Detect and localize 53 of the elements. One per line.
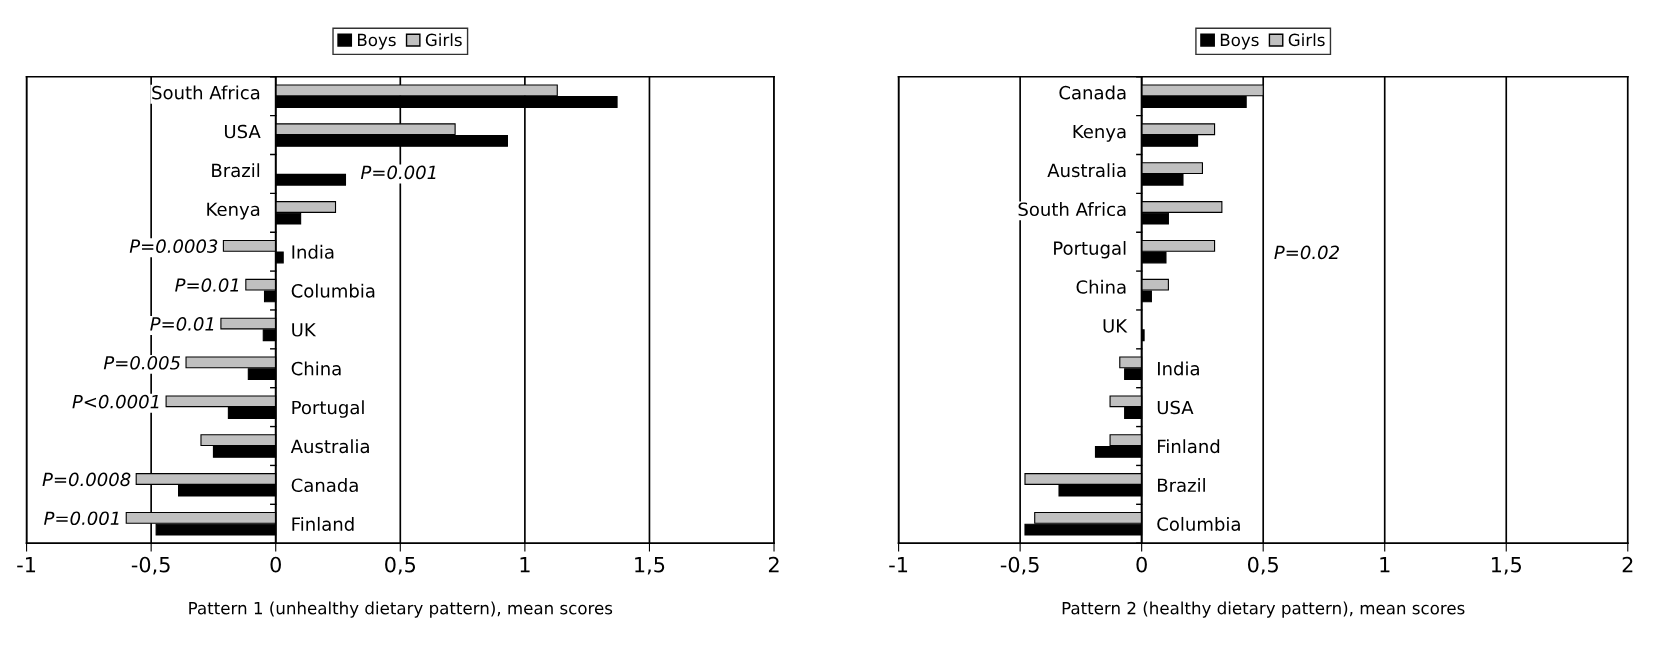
y-tick-label: South Africa xyxy=(152,85,260,100)
x-tick-label: 1 xyxy=(1380,557,1390,573)
y-tick-label: Finland xyxy=(292,516,354,531)
y-tick-label: Kenya xyxy=(207,202,260,220)
y-tick-label: South Africa xyxy=(1018,202,1126,217)
annotation: P=0.02 xyxy=(1274,245,1339,260)
y-tick-label: India xyxy=(292,244,334,259)
annotation: P=0.005 xyxy=(103,355,181,370)
x-tick-label: 0,5 xyxy=(1248,556,1278,575)
y-tick-label: USA xyxy=(224,124,261,139)
x-tick-label: -1 xyxy=(889,557,908,573)
y-tick-label: Australia xyxy=(290,439,369,454)
y-tick-label: USA xyxy=(1157,400,1194,415)
legend-label: Girls xyxy=(425,33,462,47)
y-tick-label: India xyxy=(1158,361,1199,376)
annotation: P=0.01 xyxy=(150,317,214,331)
x-axis-title: Pattern 2 (healthy dietary pattern), mean scores xyxy=(1062,601,1465,618)
x-tick-label: -0,5 xyxy=(1000,556,1039,575)
legend-label: Boys xyxy=(1220,33,1259,50)
x-tick-label: 0,5 xyxy=(385,556,416,575)
annotation: P=0.001 xyxy=(360,165,436,180)
y-tick-label: Finland xyxy=(1158,439,1220,454)
x-axis-title: Pattern 1 (unhealthy dietary pattern), mean scores xyxy=(189,601,613,618)
x-tick-label: -0,5 xyxy=(131,556,170,575)
annotation: P=0.01 xyxy=(175,278,239,292)
y-tick-label: China xyxy=(291,361,341,376)
y-tick-label: Canada xyxy=(291,478,358,493)
x-tick-label: 2 xyxy=(1622,556,1633,573)
legend-label: Boys xyxy=(357,33,396,50)
x-tick-label: -1 xyxy=(17,557,36,573)
x-tick-label: 1,5 xyxy=(1491,557,1521,575)
y-tick-label: Columbia xyxy=(291,283,375,298)
y-tick-label: China xyxy=(1076,279,1126,294)
x-tick-label: 1,5 xyxy=(635,557,665,575)
x-tick-label: 1 xyxy=(520,557,530,573)
annotation: P<0.0001 xyxy=(72,394,159,409)
y-tick-label: Canada xyxy=(1059,85,1126,100)
annotation: P=0.001 xyxy=(44,511,119,526)
x-tick-label: 0 xyxy=(1136,556,1147,573)
y-tick-label: Brazil xyxy=(1158,478,1205,493)
y-tick-label: Columbia xyxy=(1157,516,1240,531)
x-tick-label: 2 xyxy=(768,556,779,573)
y-tick-label: Kenya xyxy=(1073,124,1126,142)
y-tick-label: UK xyxy=(1103,319,1128,333)
annotation: P=0.0008 xyxy=(42,472,131,487)
y-tick-label: UK xyxy=(292,323,317,337)
y-tick-label: Australia xyxy=(1047,163,1126,178)
y-tick-label: Portugal xyxy=(1054,240,1126,259)
y-tick-label: Portugal xyxy=(292,400,364,418)
legend-label: Girls xyxy=(1288,33,1325,47)
x-tick-label: 0 xyxy=(270,556,281,573)
y-tick-label: Brazil xyxy=(212,163,260,178)
annotation: P=0.0003 xyxy=(129,239,218,254)
